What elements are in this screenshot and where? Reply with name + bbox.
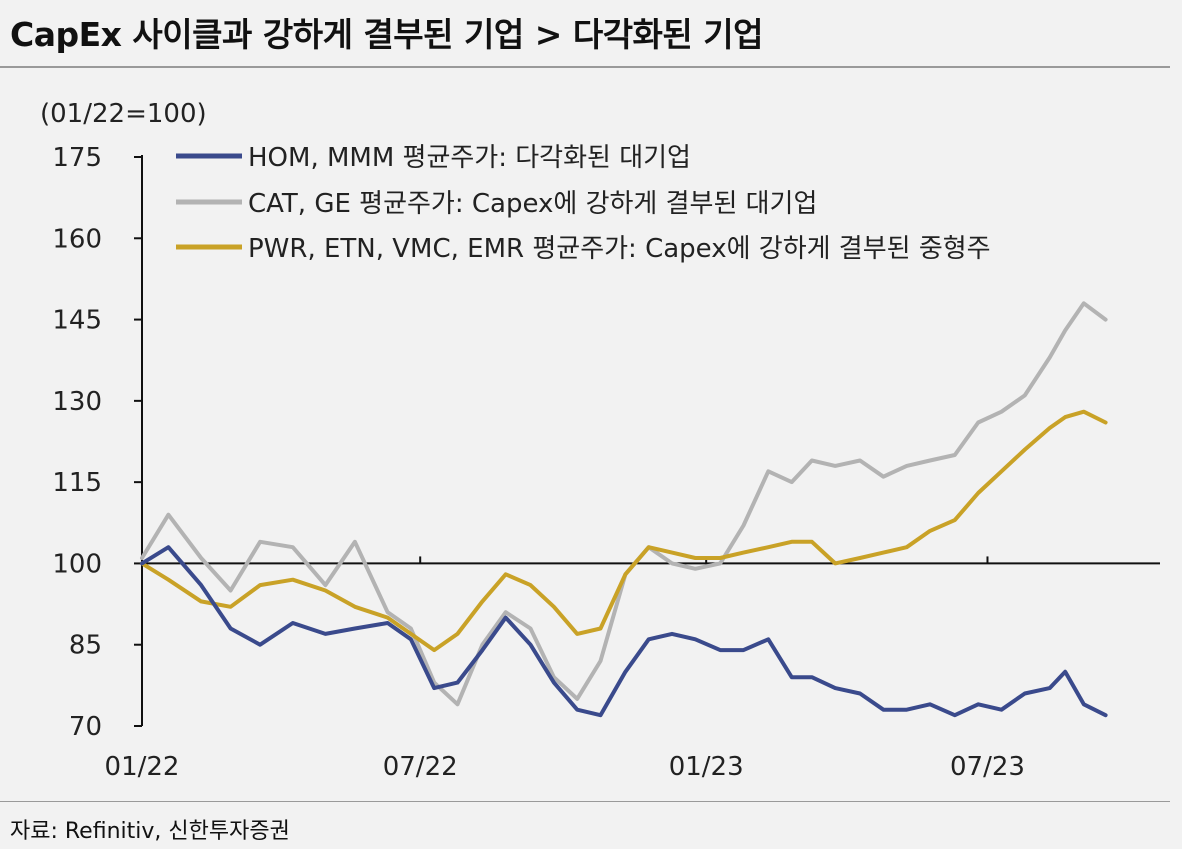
legend-label-2: PWR, ETN, VMC, EMR 평균주가: Capex에 강하게 결부된 … xyxy=(248,234,991,264)
y-tick-label: 145 xyxy=(52,306,102,336)
y-tick-label: 175 xyxy=(52,143,102,173)
x-tick-label: 01/22 xyxy=(105,752,180,782)
y-tick-label: 100 xyxy=(52,549,102,579)
y-tick-label: 70 xyxy=(69,712,102,742)
title-divider xyxy=(0,66,1170,68)
y-tick-label: 115 xyxy=(52,468,102,498)
legend-label-1: CAT, GE 평균주가: Capex에 강하게 결부된 대기업 xyxy=(248,189,817,219)
footer-divider xyxy=(0,801,1170,802)
x-tick-label: 07/23 xyxy=(950,752,1025,782)
y-unit-label: (01/22=100) xyxy=(40,99,207,129)
y-tick-label: 85 xyxy=(69,631,102,661)
legend-label-0: HOM, MMM 평균주가: 다각화된 대기업 xyxy=(248,143,691,173)
y-tick-label: 160 xyxy=(52,224,102,254)
y-tick-label: 130 xyxy=(52,387,102,417)
series-line-1 xyxy=(140,301,1108,707)
source-note: 자료: Refinitiv, 신한투자증권 xyxy=(10,819,290,844)
series-line-2 xyxy=(140,409,1108,653)
x-tick-label: 01/23 xyxy=(669,752,744,782)
chart-title: CapEx 사이클과 강하게 결부된 기업 > 다각화된 기업 xyxy=(10,15,764,54)
series-line-0 xyxy=(140,545,1108,718)
x-tick-label: 07/22 xyxy=(383,752,458,782)
